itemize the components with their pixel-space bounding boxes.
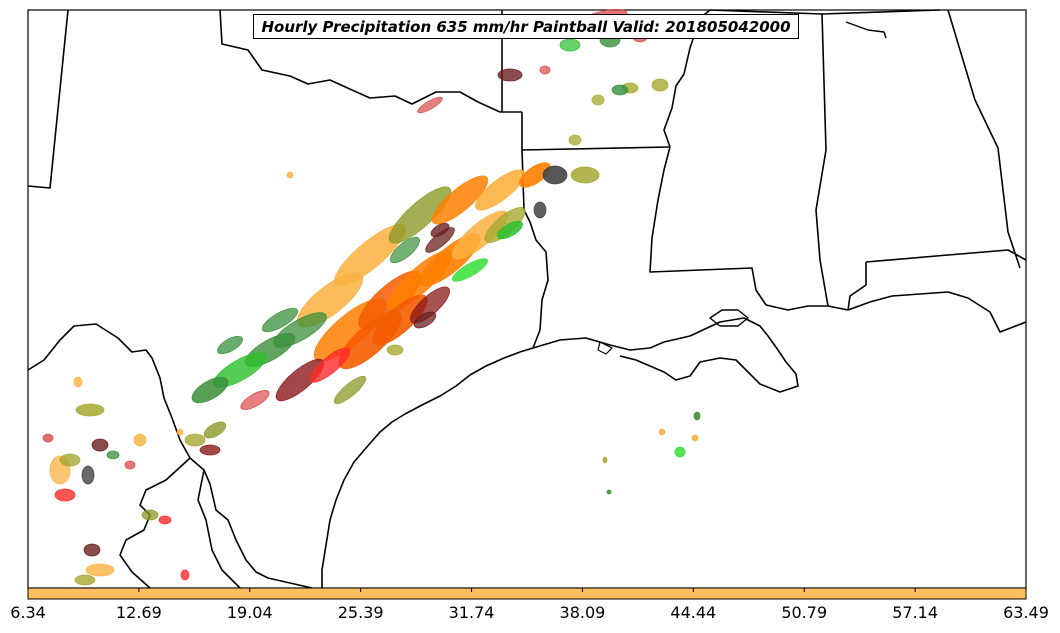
precip-blob <box>73 376 83 388</box>
map-frame <box>27 9 1027 589</box>
colorbar-labels: 6.34 12.69 19.04 25.39 31.74 38.09 44.44 50.79 5… <box>0 603 1060 627</box>
precip-blob <box>83 543 101 557</box>
precipitation-blobs <box>42 9 701 586</box>
precip-blob <box>542 165 568 185</box>
precip-blob <box>497 220 523 240</box>
precip-blob <box>203 421 227 439</box>
colorbar-tick-label: 31.74 <box>448 603 495 622</box>
precip-blob <box>410 286 450 324</box>
precip-blob <box>591 94 605 106</box>
precip-blob <box>81 465 95 485</box>
precip-blob <box>475 169 525 211</box>
colorbar <box>27 587 1027 600</box>
precip-blob <box>180 569 190 581</box>
precip-blob <box>388 186 452 244</box>
precip-blob <box>431 175 489 225</box>
colorbar-tick-label: 6.34 <box>10 603 46 622</box>
precip-blob <box>141 509 159 521</box>
precip-blob <box>42 433 54 443</box>
precip-blob <box>54 488 76 502</box>
precip-blob <box>91 438 109 452</box>
precip-blob <box>606 489 612 495</box>
map-title: Hourly Precipitation 635 mm/hr Paintball… <box>253 14 799 39</box>
precip-blob <box>261 307 299 333</box>
precip-blob <box>452 258 488 282</box>
precip-blob <box>59 453 81 467</box>
precip-blob <box>674 446 686 458</box>
precip-blob <box>199 444 221 456</box>
precip-blob <box>390 236 420 264</box>
precip-blob <box>539 65 551 75</box>
precip-blob <box>533 201 547 219</box>
precip-blob <box>611 84 629 96</box>
precip-blob <box>430 222 450 238</box>
colorbar-ticks <box>27 588 1027 592</box>
precip-blob <box>691 434 699 442</box>
precip-blob <box>497 68 523 82</box>
precip-blob <box>217 335 243 355</box>
colorbar-tick-label: 12.69 <box>115 603 162 622</box>
precip-blob <box>333 375 367 405</box>
precip-blob <box>559 38 581 52</box>
precip-blob <box>658 428 666 436</box>
colorbar-tick-label: 63.49 <box>1003 603 1049 622</box>
colorbar-tick-label: 44.44 <box>670 603 717 622</box>
precip-blob <box>85 563 115 577</box>
colorbar-tick-label: 50.79 <box>781 603 828 622</box>
precip-blob <box>74 574 96 586</box>
precip-blob <box>413 311 437 329</box>
precip-blob <box>158 515 172 525</box>
precip-blob <box>417 96 443 114</box>
precip-blob <box>693 411 701 421</box>
precip-blob <box>124 460 136 470</box>
precip-blob <box>191 376 229 404</box>
precip-blob <box>286 171 294 179</box>
precip-blob <box>651 78 669 92</box>
precip-blob <box>568 134 582 146</box>
colorbar-tick-label: 38.09 <box>559 603 606 622</box>
precip-blob <box>133 433 147 447</box>
colorbar-tick-label: 57.14 <box>892 603 939 622</box>
precip-blob <box>602 456 608 464</box>
precip-blob <box>176 428 184 436</box>
precip-blob <box>184 433 206 447</box>
precip-blob <box>570 166 600 184</box>
state-borders <box>27 9 1027 589</box>
precip-blob <box>240 390 270 410</box>
precip-blob <box>309 347 351 383</box>
precip-blob <box>519 162 551 188</box>
precip-blob <box>386 344 404 356</box>
colorbar-tick-label: 25.39 <box>337 603 384 622</box>
precip-blob <box>75 403 105 417</box>
colorbar-tick-label: 19.04 <box>226 603 273 622</box>
precip-blob <box>106 450 120 460</box>
